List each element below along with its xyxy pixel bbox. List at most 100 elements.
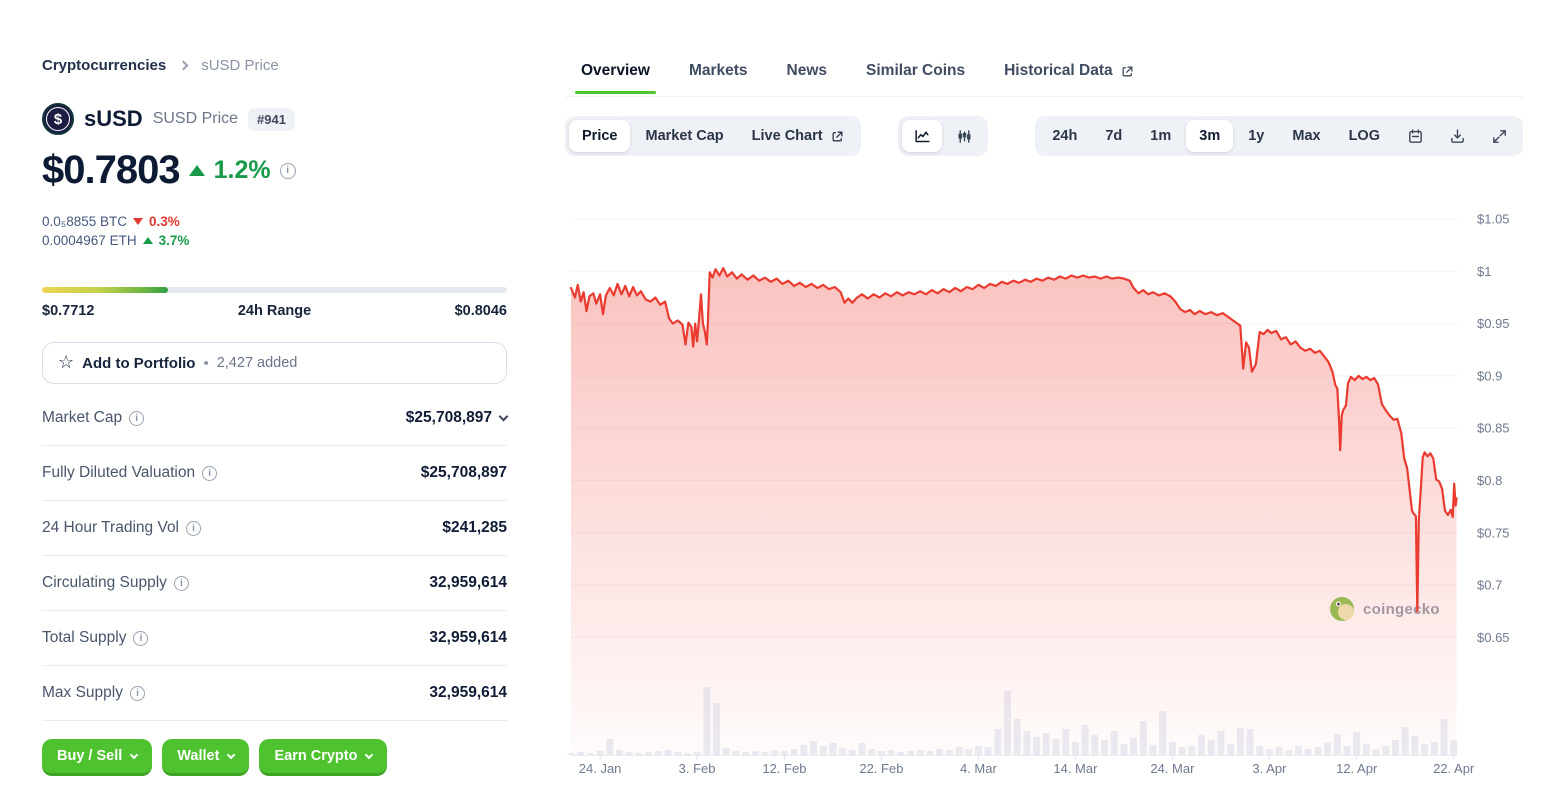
breadcrumb: Cryptocurrencies sUSD Price [42,57,279,74]
eth-up-triangle-icon [142,237,153,244]
svg-text:14. Mar: 14. Mar [1053,761,1098,776]
tab-news[interactable]: News [786,62,828,79]
tabs-divider [565,96,1523,97]
price-row: $0.7803 1.2% [42,148,296,193]
breadcrumb-chevron-icon [178,60,189,71]
stat-value: 32,959,614 [429,684,507,701]
price-info-icon[interactable] [279,162,296,179]
stat-value: 32,959,614 [429,629,507,646]
range-24h-button[interactable]: 24h [1039,120,1090,152]
download-button[interactable] [1437,120,1477,152]
price-up-triangle-icon [188,165,205,176]
external-link-icon [832,131,843,141]
info-icon[interactable] [133,630,149,646]
star-icon: ☆ [58,352,75,372]
range-label: 24h Range [237,303,312,319]
svg-text:$1.05: $1.05 [1477,212,1510,227]
chart-type-group [898,116,988,156]
info-icon[interactable] [186,520,202,536]
breadcrumb-root-link[interactable]: Cryptocurrencies [42,57,167,74]
range-high: $0.8046 [454,303,507,319]
coin-rank-badge: #941 [248,107,295,131]
svg-text:$0.85: $0.85 [1477,421,1510,436]
earn-crypto-label: Earn Crypto [274,748,358,764]
stat-label: 24 Hour Trading Vol [42,519,180,536]
page-tabs: Overview Markets News Similar Coins Hist… [575,62,1134,94]
stats-table: Market Cap $25,708,897 Fully Diluted Val… [42,391,509,721]
svg-text:22. Feb: 22. Feb [859,761,903,776]
info-icon[interactable] [202,465,218,481]
eth-conversion-row: 0.0004967 ETH 3.7% [42,233,189,248]
btc-value: 0.0₅8855 BTC [42,214,127,229]
stat-value: 32,959,614 [429,574,507,591]
calendar-icon [1408,128,1422,143]
stat-label: Market Cap [42,409,123,426]
eth-value: 0.0004967 ETH [42,233,137,248]
info-icon[interactable] [173,575,189,591]
market-cap-toggle-button[interactable]: Market Cap [632,120,736,152]
time-range-group: 24h 7d 1m 3m 1y Max LOG [1035,116,1523,156]
range-7d-button[interactable]: 7d [1092,120,1135,152]
coin-header: $ sUSD SUSD Price #941 [42,103,295,135]
svg-text:$0.75: $0.75 [1477,525,1510,540]
stat-value: $25,708,897 [405,409,492,426]
coin-logo-glyph: $ [53,110,63,128]
buy-sell-button[interactable]: Buy / Sell [42,739,153,776]
wallet-button[interactable]: Wallet [162,739,250,776]
range-max-button[interactable]: Max [1279,120,1333,152]
btc-down-triangle-icon [133,218,143,225]
candlestick-chart-icon-button[interactable] [944,120,984,152]
svg-text:24. Mar: 24. Mar [1150,761,1195,776]
range-1y-button[interactable]: 1y [1235,120,1277,152]
log-scale-button[interactable]: LOG [1336,120,1393,152]
stat-label: Circulating Supply [42,574,167,591]
stat-row-volume: 24 Hour Trading Vol $241,285 [42,501,507,556]
external-link-icon [1122,66,1133,76]
download-icon [1450,128,1464,143]
fullscreen-button[interactable] [1479,120,1519,152]
calendar-button[interactable] [1395,120,1435,152]
svg-text:3. Apr: 3. Apr [1252,761,1287,776]
add-to-portfolio-button[interactable]: ☆ Add to Portfolio • 2,427 added [42,342,507,384]
stat-label: Max Supply [42,684,123,701]
range-bar-fill [42,287,168,293]
info-icon[interactable] [129,685,145,701]
svg-text:$0.8: $0.8 [1477,473,1502,488]
action-buttons: Buy / Sell Wallet Earn Crypto [42,739,388,776]
stat-label: Fully Diluted Valuation [42,464,196,481]
live-chart-button[interactable]: Live Chart [739,120,857,152]
price-chart[interactable]: $1.05 $1 $0.95 $0.9 $0.85 $0.8 $0.75 $0.7 $0.65 2… [565,163,1523,790]
svg-text:$0.95: $0.95 [1477,316,1510,331]
tab-similar-coins[interactable]: Similar Coins [866,62,966,79]
svg-text:24. Jan: 24. Jan [579,761,622,776]
info-icon[interactable] [129,410,145,426]
range-labels: $0.7712 24h Range $0.8046 [42,303,507,319]
svg-text:3. Feb: 3. Feb [679,761,716,776]
portfolio-added-count: 2,427 added [216,355,298,371]
candlestick-chart-icon [957,129,971,143]
chevron-down-icon [227,750,236,759]
svg-text:12. Apr: 12. Apr [1336,761,1378,776]
price-toggle-button[interactable]: Price [569,120,631,152]
stat-label: Total Supply [42,629,127,646]
chevron-down-icon[interactable] [498,411,509,422]
tab-markets[interactable]: Markets [688,62,748,79]
svg-text:$0.65: $0.65 [1477,630,1510,645]
svg-text:22. Apr: 22. Apr [1433,761,1475,776]
series-toggle-group: Price Market Cap Live Chart [565,116,861,156]
range-1m-button[interactable]: 1m [1137,120,1184,152]
range-3m-button[interactable]: 3m [1186,120,1234,152]
tab-overview[interactable]: Overview [575,62,656,94]
tab-historical-data[interactable]: Historical Data [1004,62,1134,94]
line-chart-icon-button[interactable] [902,120,942,152]
stat-row-total-supply: Total Supply 32,959,614 [42,611,507,666]
coin-logo-icon: $ [42,103,74,135]
btc-change-percent: 0.3% [149,214,180,229]
svg-text:$0.7: $0.7 [1477,578,1502,593]
svg-text:12. Feb: 12. Feb [762,761,806,776]
eth-change-percent: 3.7% [158,233,190,248]
add-to-portfolio-label: Add to Portfolio [82,354,196,372]
earn-crypto-button[interactable]: Earn Crypto [259,739,388,776]
chevron-down-icon [365,750,374,759]
stat-row-circulating-supply: Circulating Supply 32,959,614 [42,556,507,611]
